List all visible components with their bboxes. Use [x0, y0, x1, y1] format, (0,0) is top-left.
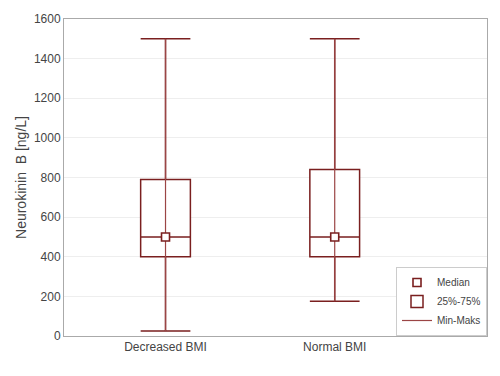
svg-text:1600: 1600	[34, 12, 61, 26]
svg-text:Min-Maks: Min-Maks	[437, 315, 480, 326]
svg-text:200: 200	[41, 290, 61, 304]
svg-text:25%-75%: 25%-75%	[437, 296, 480, 307]
svg-text:Neurokinin B [ng/L]: Neurokinin B [ng/L]	[13, 116, 29, 239]
svg-text:Median: Median	[437, 277, 470, 288]
svg-text:Decreased BMI: Decreased BMI	[124, 340, 207, 354]
svg-text:800: 800	[41, 171, 61, 185]
svg-text:1200: 1200	[34, 91, 61, 105]
svg-text:1000: 1000	[34, 131, 61, 145]
svg-text:400: 400	[41, 250, 61, 264]
svg-text:600: 600	[41, 210, 61, 224]
svg-text:1400: 1400	[34, 52, 61, 66]
svg-text:0: 0	[54, 329, 61, 343]
svg-text:Normal BMI: Normal BMI	[303, 340, 366, 354]
